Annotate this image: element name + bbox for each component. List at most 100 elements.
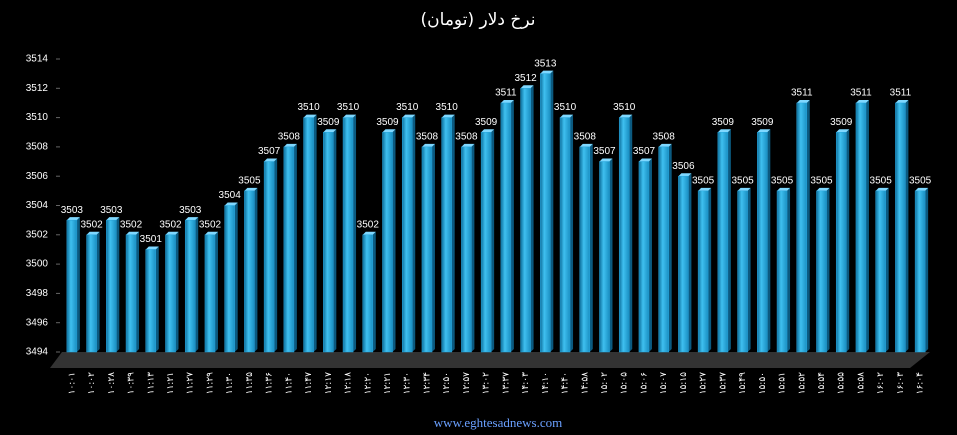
x-tick-label: ۱۱:۳۵: [245, 372, 255, 395]
x-tick-label: ۱۵:۵۲: [797, 372, 807, 395]
data-label: 3508: [416, 132, 439, 143]
bar-top: [757, 129, 771, 133]
bar-top: [323, 129, 337, 133]
bar-side: [392, 129, 396, 352]
bar-top: [658, 143, 672, 147]
bar-top: [737, 187, 751, 191]
bar: [816, 190, 827, 353]
bar: [106, 219, 117, 353]
footer: www.eghtesadnews.com: [434, 415, 562, 430]
bar-side: [155, 246, 159, 352]
bar-side: [451, 114, 455, 352]
bar: [618, 117, 630, 353]
data-label: 3511: [890, 88, 912, 99]
data-label: 3505: [731, 175, 754, 186]
x-tick-label: ۱۶:۰۳: [896, 372, 906, 395]
data-label: 3505: [870, 175, 893, 186]
bar-side: [589, 143, 593, 352]
bar: [165, 234, 176, 353]
bar-top: [66, 217, 80, 221]
bar-top: [520, 85, 534, 89]
bar: [757, 132, 768, 353]
x-tick-label: ۱۳:۰۲: [482, 372, 492, 395]
bar: [66, 219, 78, 353]
bar-side: [609, 158, 613, 352]
bar: [895, 102, 906, 353]
bar: [303, 117, 314, 353]
bar: [678, 175, 689, 353]
floor: [50, 352, 930, 368]
x-tick-label: ۱۶:۰۲: [876, 372, 886, 395]
bar: [263, 161, 275, 353]
data-label: 3505: [810, 175, 833, 186]
data-label: 3509: [830, 117, 853, 128]
x-tick-label: ۱۴:۱۰: [541, 372, 551, 394]
bar-side: [885, 187, 889, 352]
x-tick-label: ۱۰:۰۱: [67, 372, 77, 394]
y-tick-label: 3500: [26, 259, 49, 270]
x-tick-label: ۱۵:۱۵: [679, 372, 689, 395]
bar: [342, 117, 354, 353]
x-tick-label: ۱۱:۱۳: [146, 372, 156, 395]
bar: [638, 161, 650, 353]
bar-side: [826, 187, 830, 352]
bar-top: [678, 173, 692, 177]
data-label: 3502: [357, 219, 380, 230]
data-label: 3503: [61, 205, 84, 216]
bar: [145, 249, 157, 353]
bar-top: [619, 114, 633, 118]
bar-side: [846, 129, 850, 352]
bar-side: [471, 143, 475, 352]
x-tick-label: ۱۰:۲۸: [107, 372, 117, 395]
x-tick-label: ۱۰:۰۲: [87, 372, 97, 395]
bar-top: [816, 187, 830, 191]
bar-side: [491, 129, 495, 352]
bar-side: [727, 129, 731, 352]
bar: [362, 234, 374, 353]
bar-top: [86, 231, 100, 235]
bar-top: [875, 187, 889, 191]
bar-side: [274, 158, 278, 352]
bar: [184, 219, 196, 353]
x-tick-label: ۱۵:۲۷: [699, 372, 709, 395]
data-label: 3511: [495, 88, 517, 99]
x-tick-label: ۱۲:۳۴: [422, 372, 432, 395]
bar: [737, 190, 748, 353]
data-label: 3507: [593, 146, 616, 157]
data-label: 3510: [436, 102, 459, 113]
y-tick-label: 3504: [26, 200, 49, 211]
bar: [244, 190, 255, 353]
y-tick-label: 3510: [26, 112, 49, 123]
x-tick-label: ۱۲:۱۷: [324, 372, 334, 395]
x-tick-label: ۱۱:۳۶: [265, 372, 275, 395]
bar-top: [106, 217, 120, 221]
data-label: 3513: [534, 58, 557, 69]
bar-side: [234, 202, 238, 352]
data-label: 3503: [100, 205, 123, 216]
x-tick-label: ۱۱:۳۰: [225, 372, 235, 394]
bar: [500, 102, 512, 353]
bar-top: [698, 187, 712, 191]
x-tick-label: ۱۱:۴۷: [304, 372, 314, 395]
bar-top: [461, 143, 475, 147]
bar-side: [550, 70, 554, 353]
bar-top: [560, 114, 574, 118]
x-tick-label: ۱۵:۵۵: [837, 372, 847, 395]
bar: [540, 73, 551, 353]
x-tick-label: ۱۱:۲۱: [166, 372, 176, 394]
bar: [441, 117, 452, 353]
chart-title: نرخ دلار (تومان): [421, 10, 536, 30]
x-tick-label: ۱۵:۳۷: [718, 372, 728, 395]
bar-top: [283, 143, 297, 147]
bar: [125, 234, 137, 353]
bar-top: [836, 129, 850, 133]
y-tick-label: 3496: [26, 317, 49, 328]
bar-top: [481, 129, 495, 133]
data-label: 3512: [514, 73, 537, 84]
data-label: 3510: [396, 102, 419, 113]
y-tick-label: 3494: [26, 347, 49, 358]
x-tick-label: ۱۲:۲۰: [363, 372, 373, 394]
bar-top: [402, 114, 416, 118]
x-tick-label: ۱۴:۰۳: [521, 372, 531, 395]
bar-top: [599, 158, 613, 162]
